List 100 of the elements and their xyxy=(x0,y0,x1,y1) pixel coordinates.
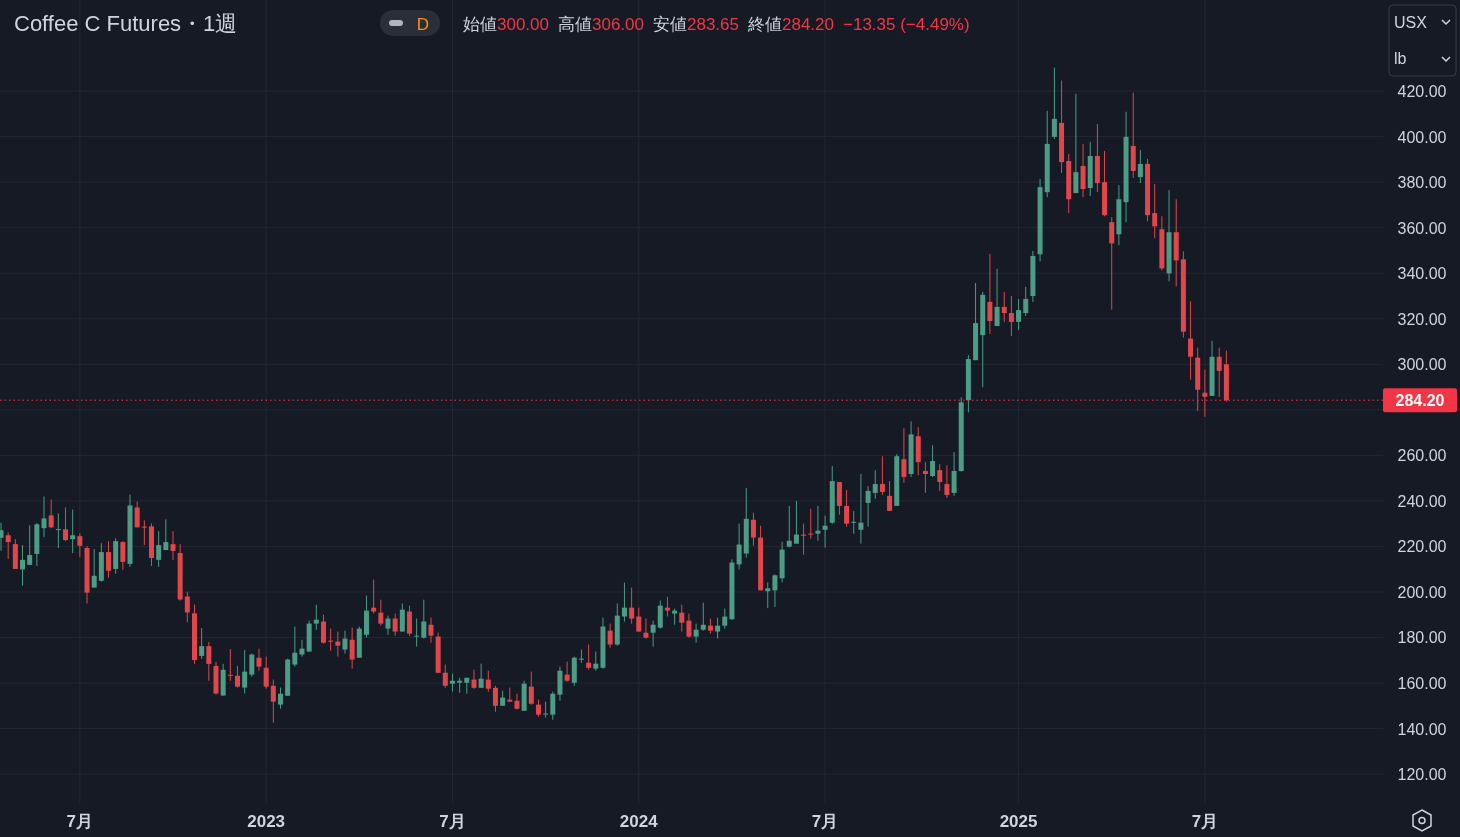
annotation: 283.65 xyxy=(687,15,739,34)
candlestick xyxy=(399,603,405,633)
candlestick xyxy=(1051,67,1057,140)
candlestick xyxy=(492,685,498,713)
candlestick xyxy=(421,599,427,640)
candlestick xyxy=(750,512,756,546)
candlestick xyxy=(951,451,957,497)
candlestick xyxy=(650,620,656,648)
candlestick xyxy=(27,524,33,566)
y-tick-label: 320.00 xyxy=(1397,310,1447,328)
candlestick xyxy=(1152,183,1158,239)
candlestick xyxy=(808,508,814,540)
candlestick xyxy=(643,618,649,640)
annotation: 安値 xyxy=(653,15,687,34)
candlestick xyxy=(822,515,828,549)
candlestick xyxy=(1001,291,1007,323)
candlestick xyxy=(879,455,885,496)
candlestick xyxy=(930,444,936,478)
candlestick xyxy=(41,496,47,538)
y-tick-label: 420.00 xyxy=(1397,83,1447,101)
candlestick xyxy=(987,253,993,335)
text: lb xyxy=(1394,50,1407,67)
y-tick-label: 200.00 xyxy=(1397,583,1447,601)
candlestick xyxy=(922,461,928,494)
y-tick-label: 360.00 xyxy=(1397,219,1447,237)
candlestick xyxy=(700,602,706,632)
candlestick xyxy=(141,519,147,546)
candlestick xyxy=(586,644,592,671)
x-tick-label: 7月 xyxy=(1191,812,1219,831)
text: USX xyxy=(1394,14,1428,31)
candlestick xyxy=(715,617,721,640)
annotation: 高値 xyxy=(558,15,592,34)
candlestick xyxy=(106,540,112,579)
y-tick-label: 260.00 xyxy=(1397,447,1447,465)
candlestick xyxy=(872,469,878,500)
candlestick xyxy=(299,639,305,658)
candlestick xyxy=(994,268,1000,327)
candlestick xyxy=(944,464,950,499)
candlestick xyxy=(1016,298,1022,331)
candlestick xyxy=(664,596,670,618)
candlestick xyxy=(249,653,255,678)
candlestick xyxy=(858,473,864,545)
candlestick xyxy=(120,540,126,571)
annotation: D xyxy=(416,15,430,34)
candlestick xyxy=(686,613,692,639)
y-tick-label: 180.00 xyxy=(1397,629,1447,647)
candlestick xyxy=(1216,347,1222,398)
candlestick xyxy=(679,604,685,633)
candlestick xyxy=(206,641,212,682)
candlestick xyxy=(629,587,635,625)
y-tick-label: 160.00 xyxy=(1397,675,1447,693)
candlestick xyxy=(901,427,907,484)
candlestick xyxy=(1109,216,1115,311)
candlestick xyxy=(335,631,341,658)
candlestick xyxy=(1137,149,1143,184)
candlestick xyxy=(227,648,233,682)
y-tick-label: 400.00 xyxy=(1397,128,1447,146)
candlestick xyxy=(844,489,850,528)
candlestick xyxy=(514,693,520,711)
candlestick xyxy=(1073,93,1079,194)
candlestick xyxy=(578,649,584,664)
candlestick xyxy=(256,648,262,672)
candlestick xyxy=(392,613,398,637)
candlestick xyxy=(163,518,169,551)
candlestick xyxy=(478,663,484,689)
candlestick xyxy=(371,579,377,615)
y-tick-label: 120.00 xyxy=(1397,766,1447,784)
candlestick xyxy=(320,614,326,645)
candlestick xyxy=(621,582,627,623)
annotation: 284.20 xyxy=(782,15,834,34)
candlestick xyxy=(414,618,420,648)
candlestick xyxy=(786,505,792,549)
y-tick-label: 240.00 xyxy=(1397,492,1447,510)
candlestick xyxy=(607,623,613,649)
candlestick xyxy=(277,687,283,710)
candlestick xyxy=(63,506,69,542)
candlestick xyxy=(184,591,190,623)
candlestick xyxy=(550,691,556,721)
candlestick xyxy=(1202,369,1208,418)
annotation: 終値 xyxy=(747,15,782,34)
x-tick-label: 2025 xyxy=(999,812,1038,831)
candlestick xyxy=(1023,286,1029,317)
candlestick xyxy=(77,532,83,558)
candlestick xyxy=(55,512,61,549)
candlestick xyxy=(564,661,570,683)
text: Coffee C Futures・1週 xyxy=(14,11,238,36)
candlestick xyxy=(48,499,54,529)
candlestick xyxy=(528,671,534,706)
x-tick-label: 2023 xyxy=(247,812,286,831)
candlestick xyxy=(815,505,821,542)
candlestick xyxy=(235,665,240,689)
candlestick xyxy=(543,701,549,719)
candlestick xyxy=(693,623,699,644)
candlestick xyxy=(736,523,742,570)
y-tick-label: 140.00 xyxy=(1397,720,1447,738)
ref-line-label: 284.20 xyxy=(1395,392,1445,410)
candlestick xyxy=(865,485,871,528)
candlestick xyxy=(0,522,4,552)
candlestick xyxy=(263,656,269,690)
annotation: −13.35 (−4.49%) xyxy=(843,15,970,34)
